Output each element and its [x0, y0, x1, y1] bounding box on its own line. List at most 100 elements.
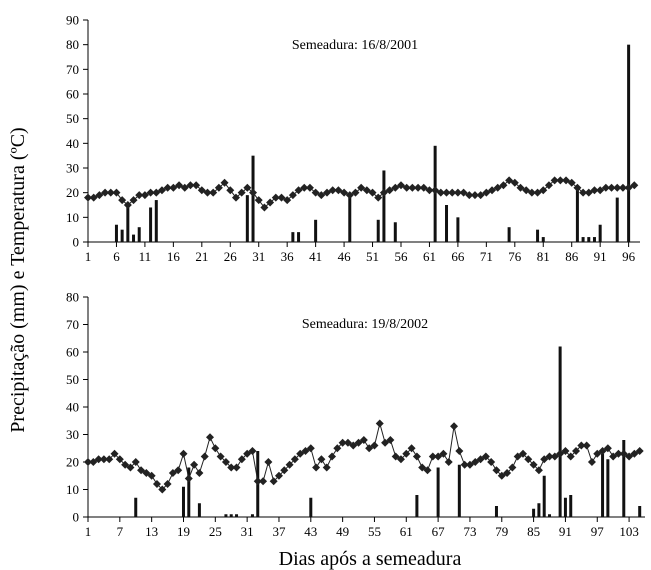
x-tick-label-2001-41: 41 — [309, 249, 322, 264]
temperature-point-2002-24 — [206, 433, 215, 442]
temperature-point-2002-6 — [110, 449, 119, 458]
y-tick-label-2001-40: 40 — [66, 136, 79, 151]
temperature-point-2001-70 — [476, 191, 485, 200]
temperature-point-2002-56 — [375, 419, 384, 428]
temperature-point-2002-69 — [444, 458, 453, 466]
temperature-point-2002-85 — [529, 460, 538, 469]
temperature-point-2002-5 — [105, 455, 114, 464]
temperature-point-2001-84 — [556, 176, 565, 185]
y-tick-label-2002-80: 80 — [66, 290, 79, 305]
temperature-point-2002-80 — [503, 469, 512, 477]
temperature-point-2001-34 — [271, 193, 280, 202]
y-tick-label-2002-10: 10 — [66, 482, 79, 497]
temperature-point-2002-18 — [174, 466, 183, 475]
temperature-point-2002-78 — [492, 466, 501, 475]
panel-2002-annotation: Semeadura: 19/8/2002 — [302, 317, 428, 332]
temperature-point-2001-27 — [231, 193, 240, 202]
precip-bar-2002-22 — [197, 503, 201, 517]
x-tick-label-2001-91: 91 — [594, 249, 607, 264]
precip-bar-2002-99 — [606, 459, 610, 517]
precip-bar-2001-52 — [376, 219, 380, 242]
temperature-point-2002-43 — [306, 444, 315, 453]
x-tick-label-2002-49: 49 — [336, 524, 349, 539]
y-tick-label-2002-40: 40 — [66, 400, 79, 415]
y-tick-label-2001-0: 0 — [73, 235, 80, 250]
precip-bar-2002-78 — [494, 506, 498, 517]
temperature-point-2001-66 — [453, 188, 462, 197]
temperature-point-2001-9 — [129, 196, 138, 205]
temperature-point-2001-3 — [95, 191, 104, 200]
temperature-point-2002-101 — [614, 449, 623, 458]
temperature-point-2002-29 — [232, 463, 241, 472]
temperature-point-2002-68 — [439, 449, 448, 458]
y-tick-label-2001-30: 30 — [66, 161, 79, 176]
temperature-point-2001-2 — [89, 193, 98, 202]
temperature-point-2001-93 — [607, 183, 616, 192]
temperature-point-2001-52 — [374, 193, 383, 202]
temperature-point-2001-41 — [311, 188, 320, 197]
temperature-point-2001-6 — [112, 188, 121, 197]
precip-bar-2001-8 — [126, 205, 130, 242]
temperature-point-2001-65 — [448, 188, 457, 197]
precip-bar-2001-7 — [120, 229, 124, 242]
y-tick-label-2002-30: 30 — [66, 427, 79, 442]
temperature-point-2002-88 — [545, 452, 554, 461]
temperature-point-2001-74 — [499, 181, 508, 190]
precip-bar-2001-30 — [251, 155, 255, 242]
temperature-point-2002-42 — [301, 447, 310, 455]
temperature-point-2001-17 — [175, 181, 184, 190]
temperature-point-2002-59 — [391, 452, 400, 461]
temperature-point-2002-100 — [609, 452, 618, 461]
temperature-point-2001-1 — [84, 193, 92, 202]
precip-bar-2001-38 — [297, 232, 301, 242]
x-tick-label-2002-7: 7 — [117, 524, 124, 539]
precip-bar-2002-20 — [187, 467, 191, 517]
panel-2001-annotation: Semeadura: 16/8/2001 — [292, 38, 418, 53]
temperature-point-2001-23 — [209, 188, 218, 197]
y-tick-label-2002-50: 50 — [66, 372, 79, 387]
temperature-point-2001-4 — [101, 188, 110, 197]
temperature-point-2002-84 — [524, 455, 533, 464]
temperature-point-2001-10 — [135, 191, 144, 200]
precip-bar-2002-29 — [235, 514, 239, 517]
precip-bar-2001-94 — [615, 197, 619, 242]
temperature-point-2002-91 — [561, 447, 570, 455]
temperature-point-2002-48 — [333, 444, 342, 453]
x-tick-label-2001-56: 56 — [394, 249, 408, 264]
x-tick-label-2001-21: 21 — [195, 249, 208, 264]
temperature-point-2002-41 — [296, 449, 305, 458]
temperature-point-2002-8 — [121, 460, 130, 469]
precip-bar-2001-88 — [581, 237, 585, 242]
temperature-point-2002-20 — [184, 474, 193, 483]
temperature-point-2001-96 — [624, 183, 633, 192]
panel-2002: Semeadura: 19/8/2002 0 10 20 30 40 50 60 70 80 1 7… — [66, 290, 645, 539]
temperature-point-2001-57 — [402, 183, 411, 192]
temperature-point-2001-30 — [249, 188, 258, 197]
precip-bar-2001-91 — [598, 224, 602, 242]
temperature-point-2002-37 — [274, 471, 283, 480]
temperature-point-2002-57 — [381, 438, 390, 447]
temperature-point-2002-64 — [418, 463, 427, 472]
temperature-point-2002-15 — [158, 485, 167, 494]
temperature-point-2001-77 — [516, 183, 525, 192]
temperature-point-2002-89 — [550, 452, 559, 461]
temperature-point-2001-44 — [328, 186, 337, 195]
x-axis-label: Dias após a semeadura — [279, 548, 462, 570]
temperature-point-2001-71 — [482, 188, 491, 197]
temperature-point-2002-17 — [168, 469, 177, 477]
x-tick-label-2001-66: 66 — [451, 249, 465, 264]
precip-bar-2001-66 — [456, 217, 460, 242]
y-tick-label-2001-70: 70 — [66, 62, 79, 77]
temperature-point-2001-68 — [465, 191, 474, 200]
temperature-point-2002-47 — [328, 452, 337, 461]
temperature-point-2002-95 — [582, 441, 591, 450]
y-tick-label-2001-20: 20 — [66, 185, 79, 200]
x-tick-label-2002-67: 67 — [432, 524, 446, 539]
temperature-point-2001-40 — [305, 183, 314, 192]
precip-bar-2001-41 — [314, 219, 318, 242]
x-tick-label-2002-91: 91 — [559, 524, 572, 539]
temperature-point-2002-53 — [359, 436, 368, 444]
temperature-point-2001-33 — [266, 198, 275, 207]
temperature-point-2002-46 — [322, 463, 331, 472]
temperature-point-2001-89 — [584, 188, 593, 197]
